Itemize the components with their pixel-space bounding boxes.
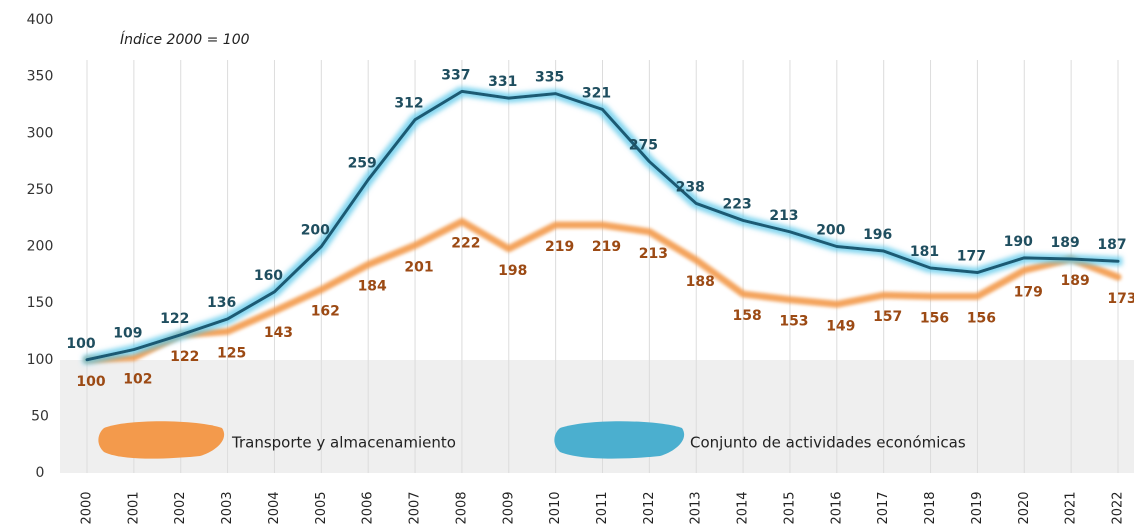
- data-label: 198: [498, 263, 527, 279]
- series-line: [83, 218, 1122, 364]
- data-label: 158: [732, 308, 761, 324]
- x-tick-label: 2004: [267, 491, 282, 524]
- data-label: 125: [217, 345, 246, 361]
- data-label: 275: [629, 138, 658, 154]
- x-tick-label: 2010: [548, 491, 563, 524]
- annotation: Índice 2000 = 100: [120, 31, 250, 48]
- data-label: 189: [1051, 235, 1080, 251]
- data-label: 157: [873, 309, 902, 325]
- legend-label: Conjunto de actividades económicas: [690, 434, 966, 452]
- data-label: 219: [545, 239, 574, 255]
- data-label: 153: [779, 314, 808, 330]
- data-label: 109: [113, 326, 142, 342]
- x-tick-label: 2000: [80, 491, 95, 524]
- legend-label: Transporte y almacenamiento: [231, 434, 456, 452]
- x-tick-label: 2012: [642, 491, 657, 524]
- labels: 100 102 122 125 143 162 184 201 222 198 219 219 213 1…: [66, 67, 1134, 389]
- x-tick-label: 2018: [923, 491, 938, 524]
- x-tick-label: 2021: [1064, 491, 1079, 524]
- data-label: 143: [264, 325, 293, 341]
- data-label: 122: [170, 349, 199, 365]
- y-tick-label: 250: [27, 182, 54, 198]
- x-tick-label: 2011: [595, 491, 610, 524]
- x-tick-label: 2014: [736, 491, 751, 524]
- x-tick-label: 2001: [126, 491, 141, 524]
- y-tick-label: 100: [27, 352, 54, 368]
- data-label: 162: [311, 304, 340, 320]
- lines: [83, 89, 1122, 364]
- data-label: 337: [441, 67, 470, 83]
- x-tick-label: 2005: [314, 491, 329, 524]
- data-label: 321: [582, 85, 611, 101]
- x-tick-label: 2022: [1111, 491, 1126, 524]
- data-label: 100: [66, 336, 95, 352]
- data-label: 190: [1004, 234, 1033, 250]
- data-label: 188: [686, 274, 715, 290]
- x-tick-label: 2007: [408, 491, 423, 524]
- x-tick-label: 2008: [454, 491, 469, 524]
- x-tick-label: 2009: [501, 491, 516, 524]
- legend-swatch: [98, 421, 225, 459]
- y-tick-label: 350: [27, 69, 54, 85]
- grid: [86, 60, 1119, 473]
- y-tick-label: 0: [36, 465, 45, 481]
- x-tick-label: 2006: [361, 491, 376, 524]
- data-label: 222: [451, 236, 480, 252]
- legend: Transporte y almacenamiento Conjunto de …: [98, 421, 966, 459]
- data-label: 259: [348, 156, 377, 172]
- y-tick-label: 150: [27, 295, 54, 311]
- data-label: 213: [769, 208, 798, 224]
- data-label: 200: [301, 223, 330, 239]
- data-label: 173: [1107, 291, 1134, 307]
- x-tick-label: 2002: [173, 491, 188, 524]
- data-label: 177: [957, 249, 986, 265]
- data-label: 200: [816, 223, 845, 239]
- x-tick-label: 2019: [970, 491, 985, 524]
- y-tick-label: 300: [27, 125, 54, 141]
- data-label: 223: [722, 196, 751, 212]
- data-label: 136: [207, 295, 236, 311]
- data-label: 156: [967, 310, 996, 326]
- x-tick-label: 2015: [782, 491, 797, 524]
- data-label: 219: [592, 239, 621, 255]
- data-label: 187: [1097, 237, 1126, 253]
- x-tick-label: 2020: [1017, 491, 1032, 524]
- x-tick-label: 2017: [876, 491, 891, 524]
- data-label: 156: [920, 310, 949, 326]
- legend-swatch: [554, 421, 685, 459]
- x-tick-label: 2003: [220, 491, 235, 524]
- data-label: 160: [254, 268, 283, 284]
- y-tick-label: 200: [27, 239, 54, 255]
- data-label: 189: [1061, 273, 1090, 289]
- data-label: 100: [76, 374, 105, 390]
- data-label: 149: [826, 318, 855, 334]
- data-label: 331: [488, 74, 517, 90]
- data-label: 238: [676, 179, 705, 195]
- x-tick-label: 2013: [689, 491, 704, 524]
- data-label: 201: [404, 259, 433, 275]
- y-tick-label: 50: [31, 408, 49, 424]
- data-label: 122: [160, 311, 189, 327]
- data-label: 181: [910, 244, 939, 260]
- data-label: 196: [863, 227, 892, 243]
- y-tick-label: 400: [27, 12, 54, 28]
- x-tick-label: 2016: [829, 491, 844, 524]
- data-label: 102: [123, 371, 152, 387]
- data-label: 312: [394, 96, 423, 112]
- data-label: 213: [639, 246, 668, 262]
- data-label: 184: [358, 279, 387, 295]
- data-label: 179: [1014, 284, 1043, 300]
- data-label: 335: [535, 70, 564, 86]
- series-line: [85, 89, 1120, 362]
